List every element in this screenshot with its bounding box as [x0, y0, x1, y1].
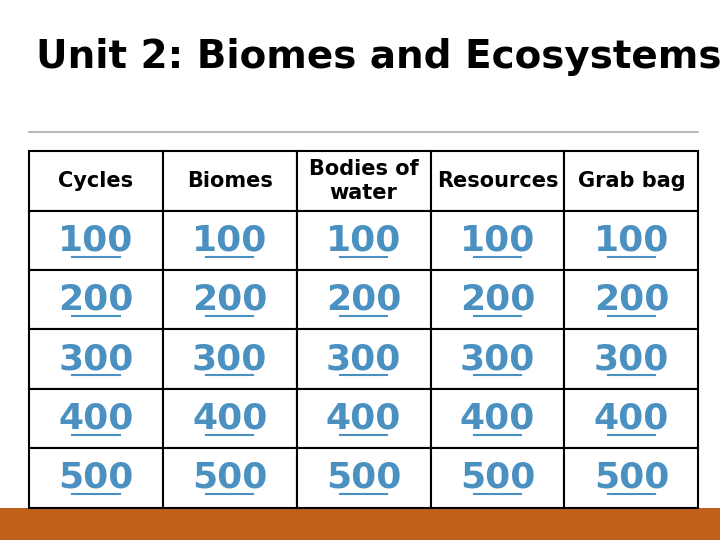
Bar [29, 389, 163, 448]
Text: Cycles: Cycles [58, 171, 133, 191]
Bar [564, 270, 698, 329]
Text: Grab bag: Grab bag [577, 171, 685, 191]
Text: 400: 400 [58, 402, 133, 435]
Bar [431, 270, 564, 329]
Text: 500: 500 [58, 461, 133, 495]
Text: 100: 100 [192, 224, 267, 257]
Text: 500: 500 [192, 461, 267, 495]
Text: 200: 200 [58, 283, 133, 316]
Text: 300: 300 [192, 342, 267, 376]
Bar [297, 211, 431, 270]
Bar [564, 389, 698, 448]
Bar [163, 151, 297, 211]
Bar [297, 270, 431, 329]
Text: 500: 500 [460, 461, 535, 495]
Text: 200: 200 [460, 283, 535, 316]
Bar [431, 389, 564, 448]
Text: 300: 300 [58, 342, 133, 376]
Bar [29, 329, 163, 389]
Bar [29, 151, 163, 211]
Bar [297, 448, 431, 508]
Text: 300: 300 [594, 342, 669, 376]
Text: 400: 400 [326, 402, 401, 435]
Bar [163, 211, 297, 270]
Bar [29, 448, 163, 508]
Text: 100: 100 [58, 224, 133, 257]
Text: 500: 500 [326, 461, 401, 495]
Bar [29, 211, 163, 270]
Text: 200: 200 [326, 283, 401, 316]
Bar [431, 211, 564, 270]
Bar [564, 151, 698, 211]
Bar [564, 448, 698, 508]
Text: 500: 500 [594, 461, 669, 495]
Bar [163, 270, 297, 329]
Bar [163, 448, 297, 508]
Bar [29, 270, 163, 329]
Bar [163, 329, 297, 389]
Text: 100: 100 [326, 224, 401, 257]
Text: 400: 400 [594, 402, 669, 435]
Text: Bodies of
water: Bodies of water [309, 159, 418, 202]
Bar [163, 389, 297, 448]
Bar [431, 448, 564, 508]
Bar [297, 389, 431, 448]
Text: 100: 100 [460, 224, 535, 257]
Bar [297, 151, 431, 211]
Text: Resources: Resources [437, 171, 558, 191]
Text: 100: 100 [594, 224, 669, 257]
Text: Biomes: Biomes [186, 171, 273, 191]
Text: 200: 200 [594, 283, 669, 316]
Text: 200: 200 [192, 283, 267, 316]
Bar [431, 329, 564, 389]
Text: 300: 300 [460, 342, 535, 376]
Text: Unit 2: Biomes and Ecosystems: Unit 2: Biomes and Ecosystems [36, 38, 720, 76]
Bar [564, 211, 698, 270]
Text: 300: 300 [326, 342, 401, 376]
Bar [564, 329, 698, 389]
Text: 400: 400 [192, 402, 267, 435]
Bar [297, 329, 431, 389]
Bar [431, 151, 564, 211]
Bar [0, 508, 720, 540]
Text: 400: 400 [460, 402, 535, 435]
